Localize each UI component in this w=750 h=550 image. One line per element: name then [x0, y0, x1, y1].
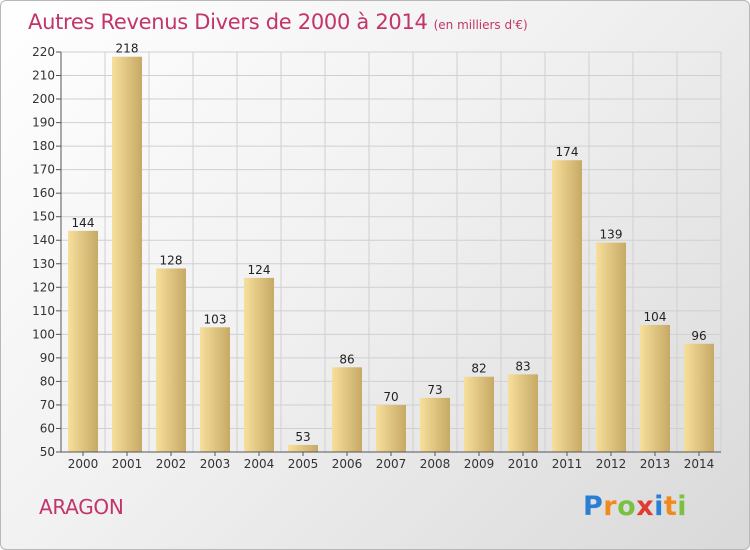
x-tick-label: 2005 [288, 457, 319, 471]
y-tick-label: 130 [32, 257, 55, 271]
proxiti-logo[interactable]: Proxiti [583, 491, 687, 522]
bar [112, 56, 142, 453]
data-label: 174 [556, 145, 579, 159]
bar [464, 376, 494, 452]
x-tick-label: 2006 [332, 457, 363, 471]
y-tick-label: 180 [32, 139, 55, 153]
data-label: 53 [295, 430, 310, 444]
x-tick-label: 2003 [200, 457, 231, 471]
y-tick-label: 60 [40, 421, 55, 435]
y-tick-label: 80 [40, 374, 55, 388]
bar [244, 277, 274, 452]
data-label: 139 [600, 228, 623, 242]
data-label: 82 [471, 362, 486, 376]
bar [508, 374, 538, 452]
data-label: 83 [515, 359, 530, 373]
logo-letter: i [654, 491, 664, 522]
bar [288, 444, 318, 452]
bar [640, 324, 670, 452]
logo-letter: P [583, 491, 604, 522]
logo-letter: t [663, 491, 678, 522]
x-tick-label: 2009 [464, 457, 495, 471]
y-tick-label: 100 [32, 327, 55, 341]
x-tick-label: 2012 [596, 457, 627, 471]
x-tick-label: 2002 [156, 457, 187, 471]
x-tick-label: 2001 [112, 457, 143, 471]
data-label: 218 [116, 42, 139, 56]
logo-letter: i [677, 491, 688, 522]
bar [200, 327, 230, 452]
y-tick-label: 210 [32, 69, 55, 83]
y-tick-label: 220 [32, 45, 55, 59]
chart-title: Autres Revenus Divers de 2000 à 2014 (en … [28, 10, 528, 34]
bar [376, 404, 406, 452]
data-label: 103 [204, 312, 227, 326]
data-label: 144 [72, 216, 95, 230]
chart-title-text: Autres Revenus Divers de 2000 à 2014 [28, 10, 428, 34]
x-tick-label: 2014 [684, 457, 715, 471]
chart-subtitle: (en milliers d'€) [433, 18, 528, 32]
bar [156, 268, 186, 452]
data-label: 128 [160, 253, 183, 267]
data-label: 96 [691, 329, 706, 343]
y-tick-label: 190 [32, 116, 55, 130]
data-label: 86 [339, 352, 354, 366]
x-tick-label: 2000 [68, 457, 99, 471]
logo-letter: x [636, 491, 655, 522]
data-label: 104 [644, 310, 667, 324]
y-tick-label: 70 [40, 398, 55, 412]
y-tick-label: 150 [32, 210, 55, 224]
data-label: 73 [427, 383, 442, 397]
y-tick-label: 140 [32, 233, 55, 247]
y-tick-label: 120 [32, 280, 55, 294]
bar [596, 242, 626, 452]
bar [420, 397, 450, 452]
y-tick-label: 160 [32, 186, 55, 200]
x-tick-label: 2007 [376, 457, 407, 471]
y-tick-label: 170 [32, 163, 55, 177]
logo-letter: o [617, 491, 637, 522]
bar [332, 367, 362, 452]
y-tick-label: 110 [32, 304, 55, 318]
data-label: 70 [383, 390, 398, 404]
y-tick-label: 200 [32, 92, 55, 106]
x-tick-label: 2008 [420, 457, 451, 471]
x-tick-label: 2010 [508, 457, 539, 471]
x-tick-label: 2011 [552, 457, 583, 471]
x-tick-label: 2013 [640, 457, 671, 471]
data-label: 124 [248, 263, 271, 277]
logo-letter: r [603, 491, 618, 522]
x-tick-label: 2004 [244, 457, 275, 471]
commune-name: ARAGON [39, 495, 124, 519]
bar [68, 230, 98, 452]
y-tick-label: 90 [40, 351, 55, 365]
bar [684, 343, 714, 452]
bar [552, 160, 582, 452]
y-tick-label: 50 [40, 445, 55, 459]
